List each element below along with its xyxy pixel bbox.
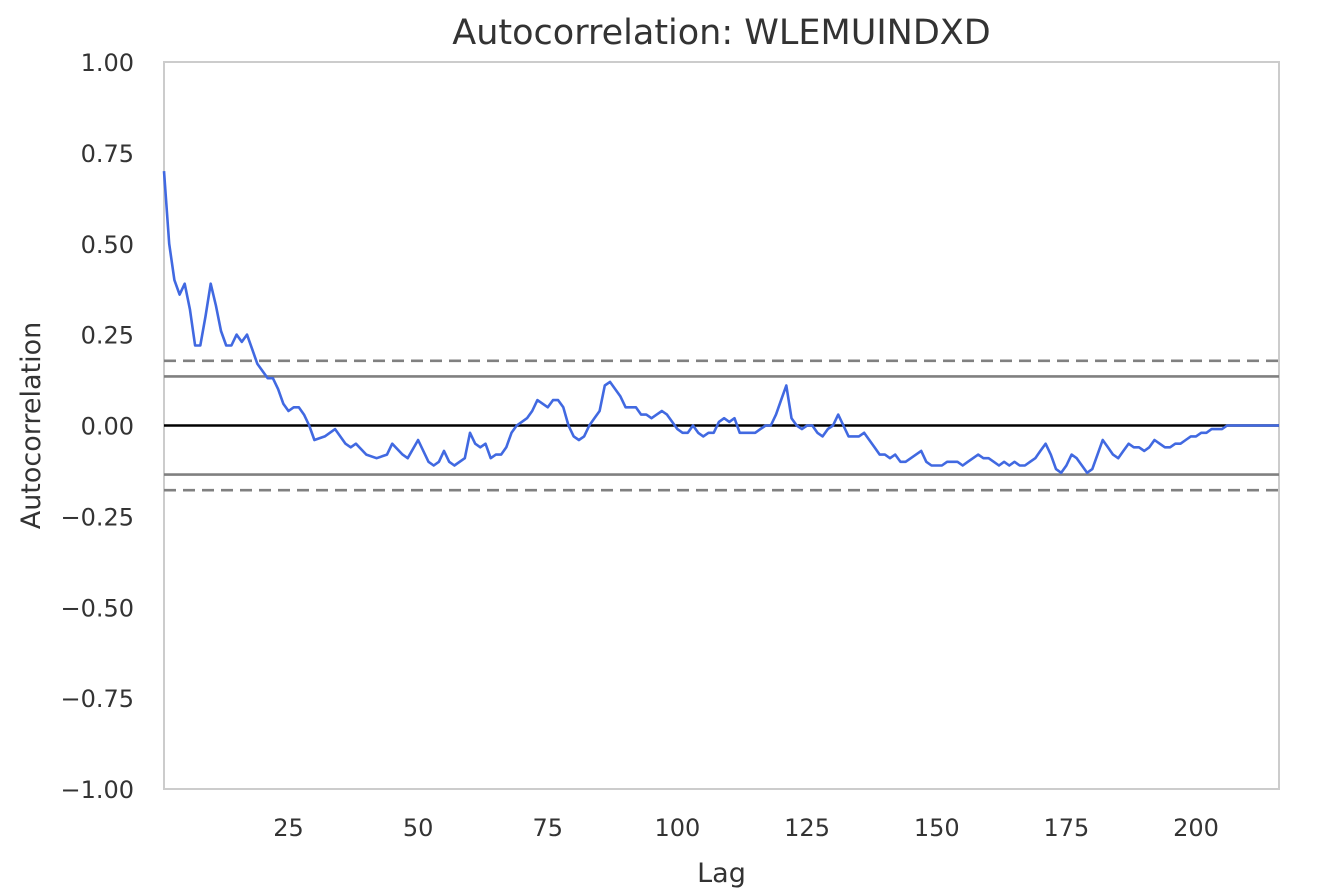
- y-tick-label: 0.75: [81, 140, 134, 168]
- x-tick-label: 100: [655, 814, 701, 842]
- y-tick-label: −1.00: [60, 776, 134, 804]
- x-tick-label: 125: [784, 814, 830, 842]
- x-tick-label: 150: [914, 814, 960, 842]
- chart-title: Autocorrelation: WLEMUINDXD: [452, 13, 990, 53]
- x-tick-label: 175: [1043, 814, 1089, 842]
- x-tick-label: 25: [273, 814, 304, 842]
- series-line: [162, 171, 1279, 475]
- y-tick-label: −0.25: [60, 503, 134, 531]
- x-tick-label: 200: [1173, 814, 1219, 842]
- y-tick-label: 0.00: [81, 413, 134, 441]
- x-axis-label: Lag: [697, 858, 746, 889]
- y-tick-label: 1.00: [81, 49, 134, 77]
- y-tick-label: −0.50: [60, 594, 134, 622]
- x-tick-label: 50: [403, 814, 434, 842]
- y-axis: 1.00 0.75 0.50 0.25 0.00 −0.25 −0.50 −0.75 −1.00: [60, 49, 134, 804]
- y-tick-label: 0.25: [81, 322, 134, 350]
- reference-lines: [164, 359, 1279, 492]
- y-axis-label: Autocorrelation: [16, 322, 47, 530]
- x-axis: 25 50 75 100 125 150 175 200: [273, 814, 1219, 842]
- x-tick-label: 75: [532, 814, 563, 842]
- y-tick-label: −0.75: [60, 685, 134, 713]
- y-tick-label: 0.50: [81, 231, 134, 259]
